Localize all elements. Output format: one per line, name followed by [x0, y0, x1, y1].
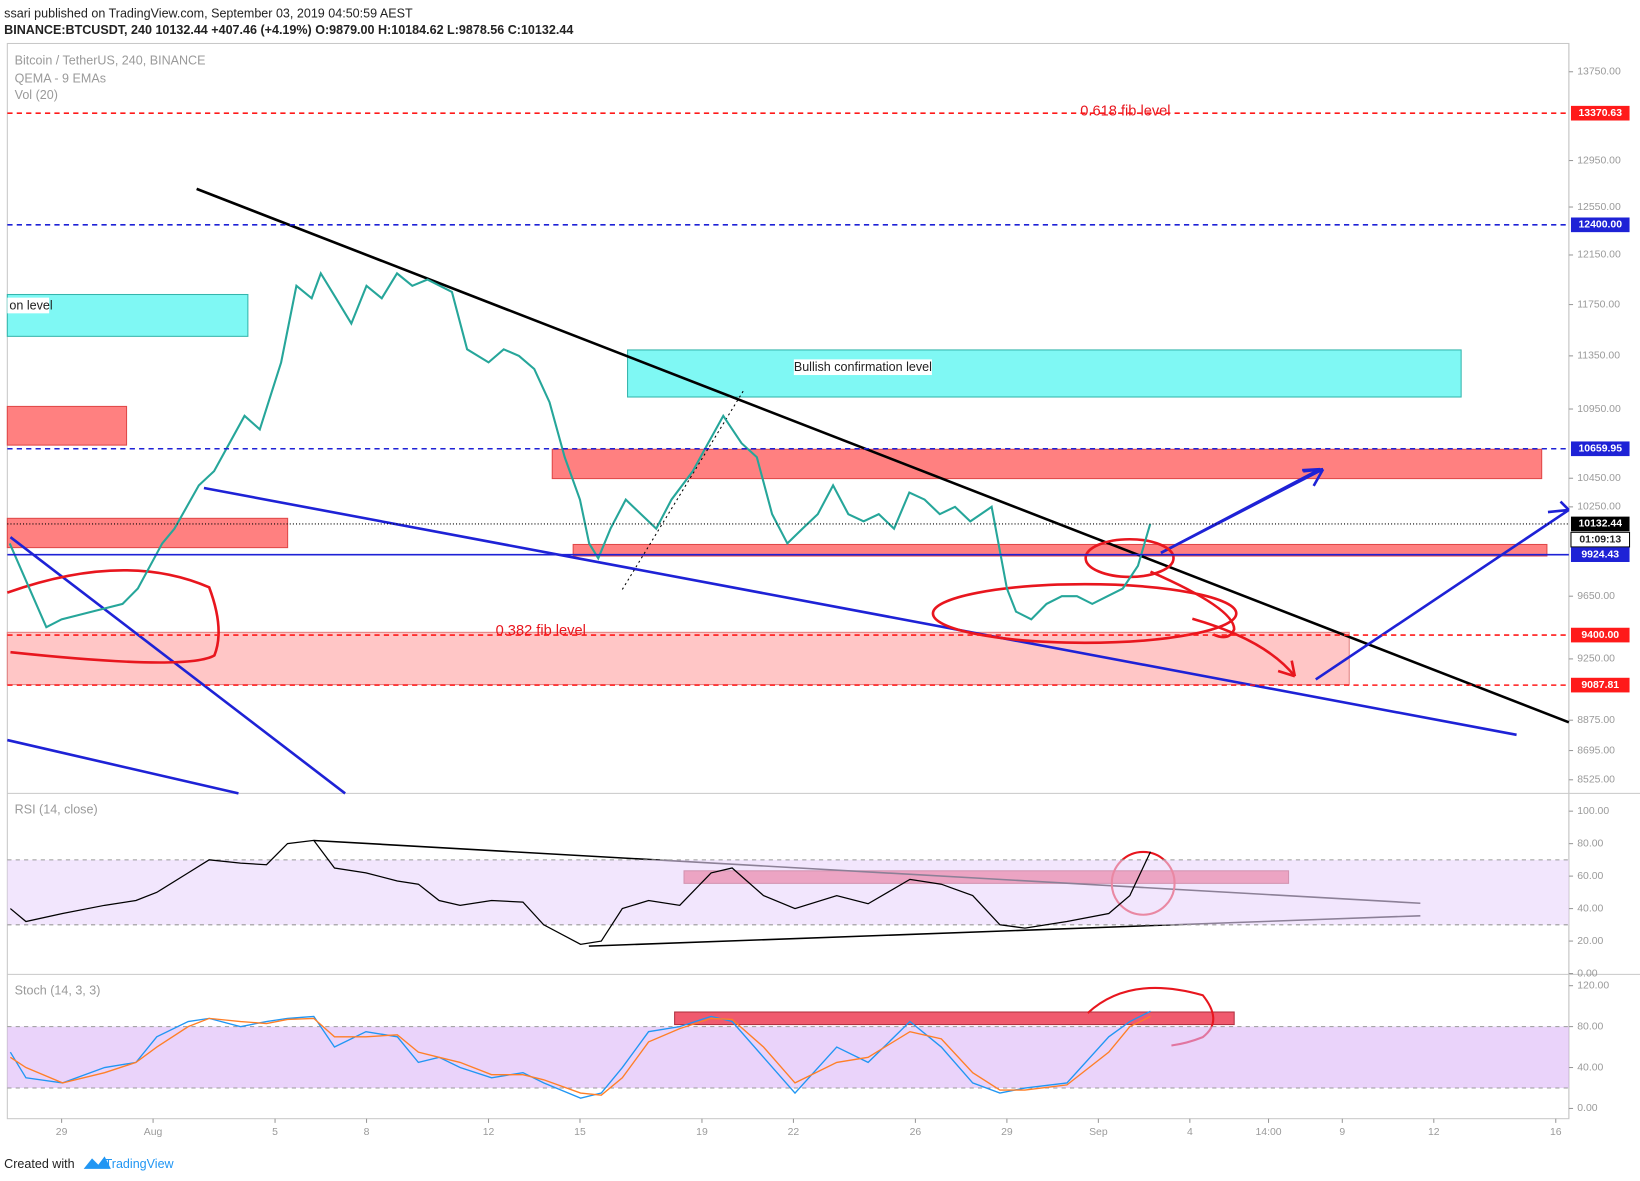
- countdown-label: 01:09:13: [1579, 534, 1621, 545]
- x-tick-label: Sep: [1089, 1127, 1108, 1138]
- x-tick-label: 16: [1550, 1127, 1562, 1138]
- zone-box: [551, 448, 1543, 480]
- x-tick-label: 29: [56, 1127, 68, 1138]
- price-tag: [1570, 516, 1630, 532]
- y-tick-label: 120.00: [1577, 980, 1609, 991]
- plot-frame: [6, 42, 1570, 1120]
- price-tag-label: 9400.00: [1581, 630, 1619, 641]
- price-tag-label: 9924.43: [1581, 549, 1619, 560]
- price-tag-label: 9087.81: [1581, 680, 1619, 691]
- band: [7, 1026, 1569, 1088]
- footer-text: Created with: [4, 1157, 74, 1171]
- x-tick-label: 22: [788, 1127, 800, 1138]
- x-tick-label: 5: [272, 1127, 278, 1138]
- arrow: [1149, 570, 1297, 678]
- pane-label: QEMA - 9 EMAs: [15, 71, 106, 85]
- pane-label: RSI (14, close): [15, 802, 98, 816]
- y-tick-label: 8875.00: [1577, 715, 1615, 726]
- price-line: [8, 270, 1152, 629]
- y-tick-label: 11350.00: [1577, 351, 1620, 362]
- y-tick-label: 12150.00: [1577, 250, 1621, 261]
- publish-info: ssari published on TradingView.com, Sept…: [4, 7, 413, 21]
- y-tick-label: 12550.00: [1577, 202, 1621, 213]
- y-tick-label: 10950.00: [1577, 404, 1621, 415]
- y-tick-label: 12950.00: [1577, 155, 1621, 166]
- zone-box: [572, 543, 1548, 557]
- price-tag: [1570, 547, 1630, 562]
- annotation: 0.618 fib level: [1080, 103, 1170, 119]
- trend-line: [196, 187, 1570, 724]
- price-tag: [1570, 627, 1630, 643]
- price-tag: [1570, 217, 1630, 233]
- annotation-bg: [7, 297, 50, 314]
- arrow: [1160, 467, 1325, 555]
- annotation: Bullish confirmation level: [794, 360, 932, 374]
- series-line: [9, 1015, 1151, 1096]
- y-tick-label: 0.00: [1577, 1103, 1598, 1114]
- price-tag: [1570, 441, 1630, 457]
- footer-brand[interactable]: TradingView: [105, 1157, 175, 1171]
- x-tick-label: 12: [1428, 1127, 1440, 1138]
- y-tick-label: 9250.00: [1577, 654, 1615, 665]
- x-tick-label: 14:00: [1255, 1127, 1281, 1138]
- price-tag: [1570, 677, 1630, 693]
- x-tick-label: 12: [483, 1127, 495, 1138]
- trend-line: [7, 738, 239, 795]
- x-tick-label: 26: [910, 1127, 922, 1138]
- annotation: 0.382 fib level: [496, 623, 586, 639]
- countdown-tag: [1570, 531, 1631, 548]
- price-tag-label: 12400.00: [1578, 220, 1622, 231]
- y-tick-label: 40.00: [1577, 903, 1603, 914]
- y-tick-label: 10450.00: [1577, 473, 1621, 484]
- annotation-bg: [793, 359, 932, 376]
- band: [7, 859, 1569, 925]
- y-tick-label: 10250.00: [1577, 502, 1621, 513]
- annotation: on level: [9, 298, 52, 312]
- x-tick-label: 19: [696, 1127, 708, 1138]
- trend-line: [9, 536, 346, 795]
- x-tick-label: 15: [574, 1127, 586, 1138]
- trend-line: [203, 486, 1517, 737]
- y-tick-label: 8525.00: [1577, 775, 1615, 786]
- price-tag: [1570, 105, 1630, 121]
- zone-box: [6, 517, 289, 549]
- pane-label: Bitcoin / TetherUS, 240, BINANCE: [15, 54, 206, 68]
- zone-box: [6, 405, 128, 446]
- x-tick-label: 8: [364, 1127, 370, 1138]
- zone-box: [627, 349, 1462, 398]
- pane-label: Stoch (14, 3, 3): [15, 983, 101, 997]
- series-line: [9, 1010, 1151, 1099]
- y-tick-label: 100.00: [1577, 806, 1609, 817]
- pane-label: Vol (20): [15, 88, 58, 102]
- price-tag-label: 13370.63: [1578, 108, 1622, 119]
- y-tick-label: 9650.00: [1577, 591, 1615, 602]
- price-line: [9, 839, 1152, 945]
- y-tick-label: 80.00: [1577, 1021, 1603, 1032]
- brand-logo: [83, 1156, 111, 1169]
- arrow: [1315, 500, 1570, 681]
- y-tick-label: 13750.00: [1577, 67, 1621, 78]
- y-tick-label: 60.00: [1577, 871, 1603, 882]
- price-tag-label: 10659.95: [1578, 444, 1622, 455]
- x-tick-label: Aug: [144, 1127, 163, 1138]
- drawings: 0.618 fib level 0.382 fib level Bullish …: [6, 42, 1640, 1120]
- zone-box: [674, 1011, 1235, 1026]
- y-tick-label: 11750.00: [1577, 299, 1620, 310]
- circle-mark: [6, 568, 220, 664]
- symbol-info: BINANCE:BTCUSDT, 240 10132.44 +407.46 (+…: [4, 23, 573, 37]
- y-tick-label: 80.00: [1577, 838, 1603, 849]
- x-tick-label: 29: [1001, 1127, 1013, 1138]
- y-tick-label: 8695.00: [1577, 745, 1615, 756]
- x-tick-label: 4: [1187, 1127, 1193, 1138]
- circle-mark: [931, 582, 1238, 645]
- y-tick-label: 0.00: [1577, 968, 1598, 979]
- y-tick-label: 20.00: [1577, 936, 1603, 947]
- y-tick-label: 40.00: [1577, 1062, 1603, 1073]
- x-tick-label: 9: [1339, 1127, 1345, 1138]
- price-tag-label: 10132.44: [1578, 519, 1622, 530]
